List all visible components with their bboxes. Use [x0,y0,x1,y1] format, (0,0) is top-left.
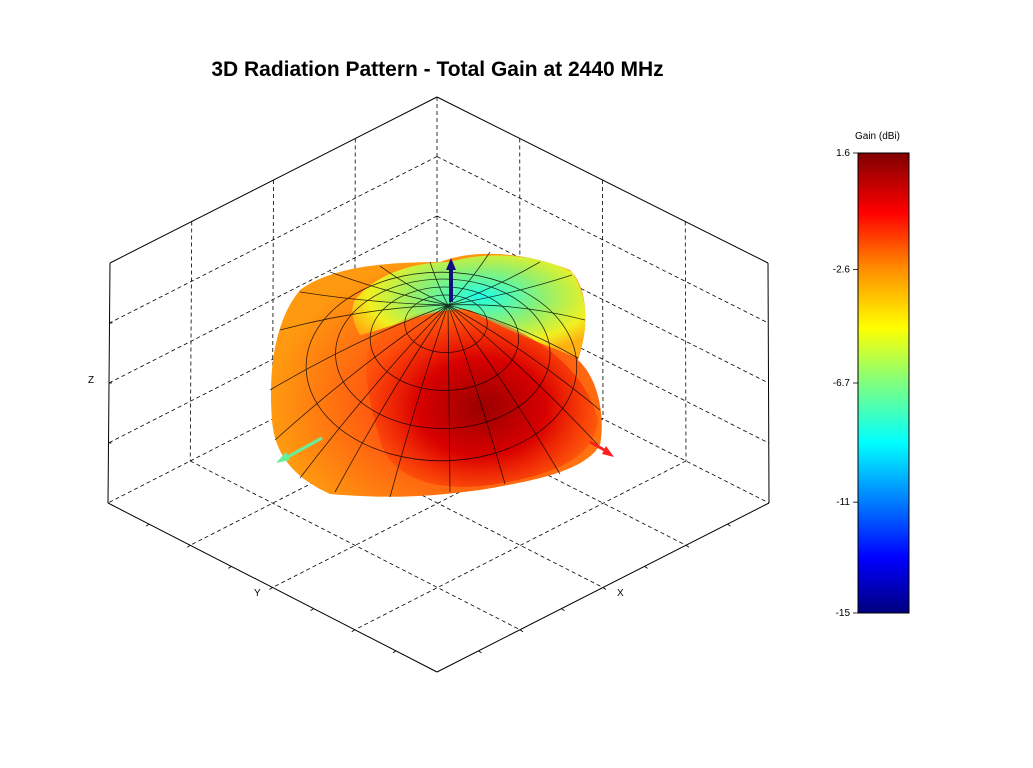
radiation-pattern-surface [269,251,602,498]
grid-line [684,221,687,462]
mesh-line [279,304,449,331]
mesh-line [447,304,451,493]
axis-tick [351,629,355,633]
grid-line [272,418,604,588]
mesh-line [447,304,599,446]
mesh-line [334,304,449,493]
grid-line [108,215,438,384]
mesh-line [274,304,449,441]
mesh-line [299,291,449,306]
x-arrow-head [602,446,614,457]
surface-mesh [269,251,601,498]
mesh-line [329,271,449,306]
grid-line [436,215,769,384]
mesh-line [379,265,449,306]
mesh-ring [404,294,488,353]
mesh-line [447,304,506,485]
back-edge [436,334,770,504]
mesh-line [447,304,601,411]
axis-tick [269,587,273,590]
axis-tick [478,650,482,654]
grid-line [108,275,438,444]
axis-tick [187,544,191,548]
axis-tick [519,629,524,633]
axis-tick [228,566,232,569]
y-axis-arrow [281,436,323,462]
z-arrow-head [446,258,456,270]
axis-tick [727,523,731,527]
y-arrow-head [276,452,290,463]
grid-line [436,275,769,444]
box-edge [436,96,769,264]
mesh-line [269,304,449,391]
grid-line [190,460,521,631]
mesh-line [447,304,561,475]
grid-line [189,221,193,462]
mesh-line [447,261,541,306]
z-axis-label: Z [88,375,94,386]
colorbar-tick-label: 1.6 [836,148,850,159]
mesh-line [389,304,449,498]
mesh-ring [369,286,520,391]
mesh-ring [335,278,551,429]
axis-tick [392,650,397,654]
grid-line [354,460,687,631]
axis-arrows [276,258,614,463]
mesh-line [447,304,579,359]
mesh-line [447,304,586,321]
axis-tick [310,608,314,611]
colorbar-label: Gain (dBi) [855,131,900,142]
box-edge [109,96,438,264]
mesh-line [299,304,449,479]
colorbar-gradient [857,152,910,614]
colorbar-tick-label: -15 [836,608,851,619]
mesh-line [429,261,449,306]
colorbar: Gain (dBi) 1.6 -2.6 -6.7 -11 -15 [833,131,910,619]
axes-box [107,96,770,673]
pattern-main-lobe [366,310,598,487]
colorbar-tick-label: -11 [836,497,850,508]
colorbar-tick-label: -6.7 [833,378,851,389]
mesh-ring [305,271,578,462]
colorbar-tick-label: -2.6 [833,264,851,275]
x-axis-label: X [617,588,624,599]
mesh-line [447,274,573,306]
box-edge [767,262,770,504]
axis-tick [561,608,565,611]
axis-tick [644,566,648,569]
axis-tick [685,544,690,548]
axis-tick [145,523,150,527]
chart-title: 3D Radiation Pattern - Total Gain at 244… [211,58,664,81]
y-axis-label: Y [254,588,261,599]
axis-tick [602,587,607,590]
